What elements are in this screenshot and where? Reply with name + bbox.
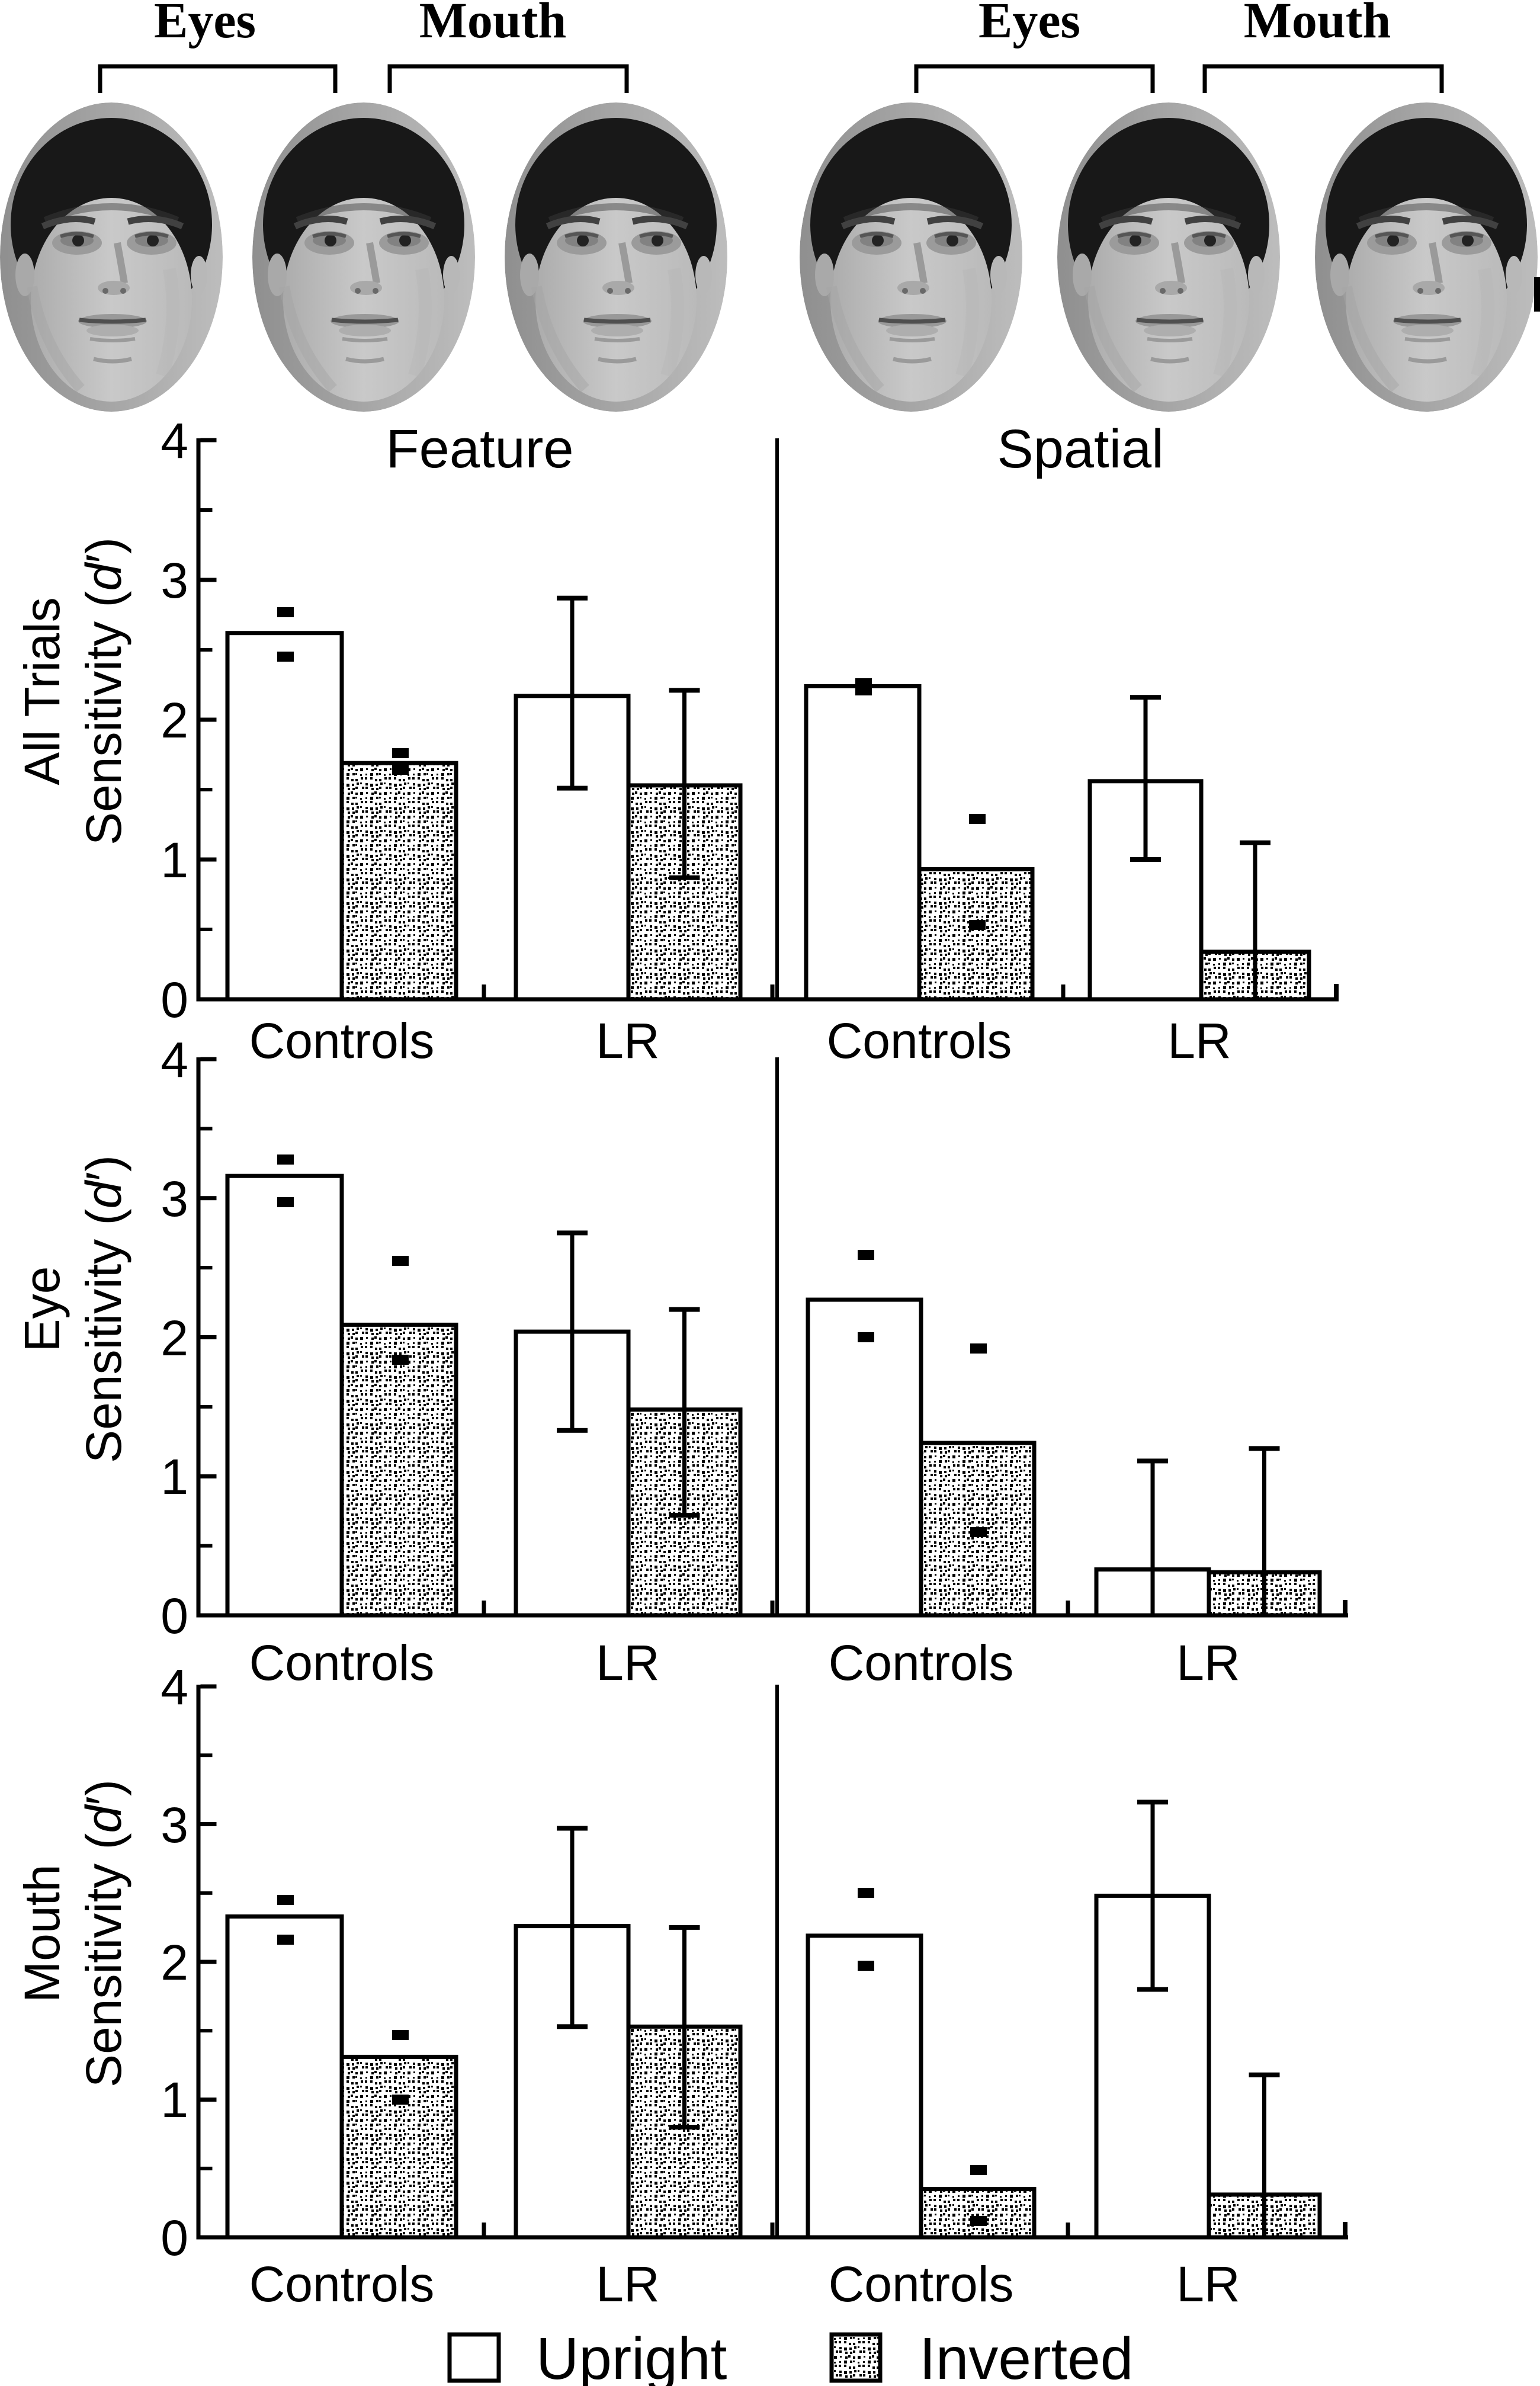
svg-text:2: 2 (161, 1310, 188, 1366)
svg-text:LR: LR (596, 1013, 659, 1069)
svg-text:2: 2 (161, 1935, 188, 1990)
svg-text:Eye: Eye (14, 1266, 70, 1352)
svg-text:Spatial: Spatial (997, 419, 1163, 479)
svg-text:Upright: Upright (536, 2326, 727, 2386)
svg-text:2: 2 (161, 692, 188, 748)
svg-text:Eyes: Eyes (978, 0, 1080, 49)
svg-text:Controls: Controls (249, 1635, 435, 1691)
svg-text:0: 0 (161, 972, 188, 1028)
svg-text:1: 1 (161, 2072, 188, 2128)
svg-text:LR: LR (1167, 1013, 1231, 1069)
svg-text:Inverted: Inverted (919, 2326, 1133, 2386)
svg-text:Controls: Controls (829, 1635, 1014, 1691)
svg-text:Mouth: Mouth (14, 1864, 70, 2002)
svg-text:3: 3 (161, 553, 188, 608)
svg-text:Controls: Controls (829, 2256, 1014, 2312)
svg-text:3: 3 (161, 1797, 188, 1853)
svg-text:4: 4 (161, 1032, 188, 1088)
svg-text:Feature: Feature (386, 419, 573, 479)
svg-text:0: 0 (161, 2210, 188, 2266)
svg-text:Eyes: Eyes (154, 0, 256, 49)
svg-text:0: 0 (161, 1588, 188, 1644)
svg-text:Controls: Controls (249, 1013, 435, 1069)
svg-text:1: 1 (161, 832, 188, 888)
svg-text:Sensitivity (d′): Sensitivity (d′) (76, 537, 131, 845)
svg-text:Sensitivity (d′): Sensitivity (d′) (76, 1779, 131, 2087)
svg-text:1: 1 (161, 1449, 188, 1505)
svg-text:Mouth: Mouth (1244, 0, 1391, 49)
svg-text:Controls: Controls (827, 1013, 1012, 1069)
svg-text:4: 4 (161, 1659, 188, 1715)
svg-text:4: 4 (161, 413, 188, 469)
svg-text:LR: LR (596, 1635, 659, 1691)
svg-text:Sensitivity (d′): Sensitivity (d′) (76, 1155, 131, 1463)
svg-text:Mouth: Mouth (419, 0, 566, 49)
svg-text:3: 3 (161, 1171, 188, 1227)
svg-text:LR: LR (1176, 2256, 1240, 2312)
svg-text:LR: LR (596, 2256, 659, 2312)
svg-text:LR: LR (1176, 1635, 1240, 1691)
svg-text:All Trials: All Trials (14, 597, 70, 785)
svg-text:Controls: Controls (249, 2256, 435, 2312)
